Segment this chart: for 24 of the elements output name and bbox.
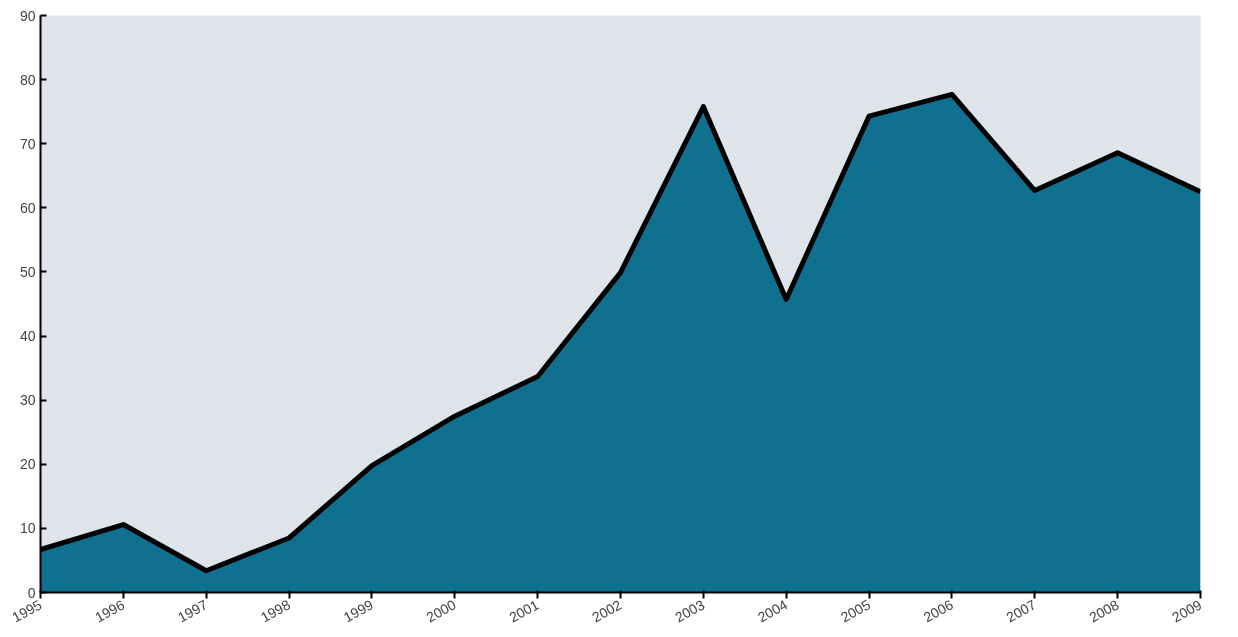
- y-tick-label: 50: [19, 263, 36, 280]
- y-tick-label: 20: [19, 456, 36, 473]
- x-tick-label: 2008: [1086, 596, 1122, 626]
- y-tick-label: 10: [19, 520, 36, 537]
- x-tick-label: 2006: [920, 596, 956, 626]
- x-tick-label: 2003: [672, 596, 708, 626]
- y-tick-label: 70: [19, 135, 36, 152]
- x-tick-label: 1998: [257, 596, 294, 626]
- x-tick-label: 2002: [589, 596, 625, 626]
- x-tick-label: 2000: [423, 596, 459, 626]
- x-tick-label: 2005: [837, 596, 874, 626]
- x-tick-label: 1997: [175, 596, 211, 626]
- x-tick-label: 2001: [506, 596, 542, 626]
- x-tick-label: 1999: [340, 596, 376, 626]
- y-tick-label: 80: [19, 71, 36, 88]
- y-tick-label: 60: [19, 199, 36, 216]
- y-tick-label: 0: [27, 584, 36, 601]
- x-tick-label: 2004: [755, 596, 791, 626]
- x-tick-label: 1996: [92, 596, 128, 626]
- x-tick-label: 2009: [1169, 596, 1205, 626]
- y-tick-label: 40: [19, 328, 36, 345]
- y-tick-label: 30: [19, 392, 36, 409]
- x-tick-label: 2007: [1003, 596, 1039, 626]
- y-tick-label: 90: [19, 7, 36, 24]
